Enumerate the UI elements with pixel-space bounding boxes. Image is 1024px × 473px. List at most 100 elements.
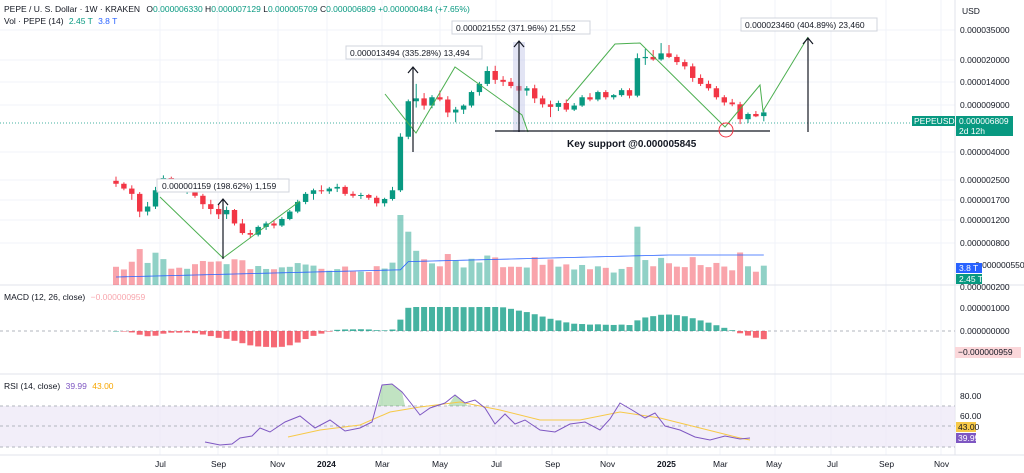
currency-label: USD — [962, 6, 980, 16]
macd-bar — [547, 318, 554, 331]
time-axis[interactable]: Jul Sep Nov 2024 Mar May Jul Sep Nov 202… — [155, 459, 950, 469]
macd-bar — [626, 325, 633, 331]
macd-bar — [342, 329, 349, 331]
bar-countdown: 2d 12h — [959, 126, 985, 136]
volume-bar — [752, 271, 759, 285]
projection-path-1 — [159, 196, 301, 259]
candle-body — [682, 62, 688, 67]
candle-body — [263, 223, 269, 227]
annotation-1-text: 0.000001159 (198.62%) 1,159 — [162, 181, 276, 191]
rsi-value-tag: 39.99 — [958, 433, 980, 443]
macd-bar — [650, 316, 657, 331]
macd-bar — [302, 331, 309, 340]
macd-bar — [231, 331, 238, 341]
macd-bar — [113, 331, 119, 332]
candle-body — [611, 95, 617, 98]
volume-bar — [721, 266, 728, 285]
volume-bar — [523, 267, 530, 285]
candle-body — [421, 98, 427, 106]
price-tick: 0.000009000 — [960, 100, 1010, 110]
macd-bar — [500, 307, 507, 331]
volume-legend[interactable]: Vol · PEPE (14) 2.45 T 3.8 T — [4, 16, 117, 27]
volume-bar — [294, 263, 301, 285]
time-label: May — [766, 459, 783, 469]
volume-bar — [184, 268, 191, 285]
rsi-legend[interactable]: RSI (14, close) 39.99 43.00 — [4, 381, 114, 392]
macd-bar — [729, 330, 736, 331]
macd-label: MACD (12, 26, close) — [4, 292, 86, 302]
macd-bar — [365, 329, 372, 331]
candle-body — [524, 88, 530, 91]
macd-bar — [555, 320, 562, 331]
volume-bar — [199, 260, 206, 285]
annotation-1[interactable]: 0.000001159 (198.62%) 1,159 — [156, 178, 290, 193]
volume-bar — [413, 250, 420, 285]
annotation-3[interactable]: 0.000021552 (371.96%) 21,552 — [451, 20, 591, 35]
volume-bar — [760, 265, 767, 285]
volume-bar — [626, 266, 633, 285]
price-axis[interactable]: USD 0.000035000 0.000020000 0.000014000 … — [960, 6, 1024, 292]
volume-bar — [587, 269, 593, 285]
high-value: 0.000007129 — [211, 4, 261, 14]
candle-body — [437, 97, 443, 100]
volume-bar — [365, 271, 372, 285]
volume-bar — [673, 266, 680, 285]
high-label: H — [205, 4, 212, 14]
volume-bar — [357, 271, 364, 285]
candle-body — [247, 233, 253, 235]
time-label: Jul — [827, 459, 838, 469]
volume-bar — [373, 266, 380, 285]
rsi-overbought-fill-2 — [448, 395, 468, 406]
macd-bar — [207, 331, 214, 337]
macd-bar — [705, 322, 712, 331]
macd-legend[interactable]: MACD (12, 26, close) −0.000000959 — [4, 292, 145, 303]
candle-body — [745, 113, 751, 120]
macd-bar — [634, 320, 641, 331]
time-label: Mar — [713, 459, 728, 469]
macd-bar — [460, 307, 467, 331]
macd-bar — [373, 330, 380, 331]
volume-bar — [342, 266, 349, 285]
time-label: Sep — [879, 459, 894, 469]
price-tick: 0.000001700 — [960, 195, 1010, 205]
annotation-2[interactable]: 0.000013494 (335.28%) 13,494 — [345, 45, 483, 60]
candle-body — [563, 103, 569, 110]
macd-bar — [350, 329, 356, 331]
candle-body — [666, 53, 672, 57]
rsi-overbought-fill — [378, 384, 405, 406]
volume-bar — [389, 262, 396, 285]
volume-bar — [492, 257, 499, 285]
candle-body — [318, 190, 325, 192]
candle-body — [571, 105, 577, 110]
macd-bar — [673, 315, 680, 331]
volume-bar — [152, 252, 159, 285]
symbol-legend[interactable]: PEPE / U. S. Dollar · 1W · KRAKEN O0.000… — [4, 4, 470, 15]
annotation-4[interactable]: 0.000023460 (404.89%) 23,460 — [740, 17, 878, 32]
rsi-line — [204, 383, 751, 446]
volume-bar — [468, 258, 475, 285]
candle-body — [255, 226, 261, 235]
macd-bar — [326, 331, 333, 332]
candle-body — [618, 90, 625, 96]
volume-bar — [326, 270, 333, 285]
macd-bar — [760, 331, 767, 340]
macd-bar — [484, 307, 491, 331]
volume-bar — [579, 264, 586, 285]
candle-body — [492, 71, 498, 80]
candle-body — [279, 218, 285, 226]
candle-body — [539, 98, 546, 105]
volume-label: Vol · PEPE (14) — [4, 16, 64, 26]
macd-bar — [136, 331, 143, 335]
price-tick: 0.000014000 — [960, 77, 1010, 87]
volume-bar — [231, 259, 238, 285]
candle-body — [152, 190, 159, 207]
volume-bar — [689, 257, 696, 285]
last-price-tag[interactable]: PEPEUSD 0.000006809 2d 12h — [912, 116, 1013, 136]
candle-body — [381, 198, 388, 204]
volume-bar — [452, 260, 459, 285]
volume-bar — [539, 264, 546, 285]
measure-arrows — [217, 37, 814, 259]
candle-body — [595, 92, 601, 100]
macd-bar — [452, 307, 459, 331]
